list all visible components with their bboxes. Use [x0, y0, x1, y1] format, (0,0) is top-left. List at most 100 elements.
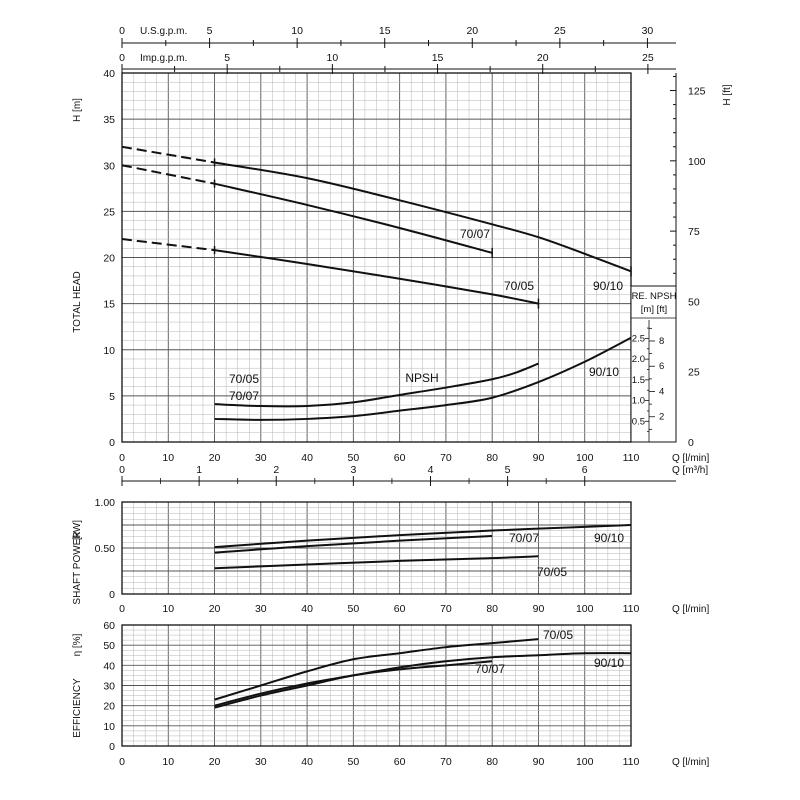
- m3h-tick-label: 5: [505, 464, 511, 476]
- x-tick-label: 40: [301, 452, 313, 464]
- head-curve-1: [214, 182, 493, 254]
- x-tick-label: 110: [623, 756, 640, 768]
- y-tick-label: 30: [103, 160, 115, 172]
- eff-label-90-10: 90/10: [594, 656, 624, 670]
- ft-tick-label: 125: [688, 86, 706, 98]
- usgpm-tick-label: 0: [119, 25, 125, 37]
- y-tick-label: 1.00: [95, 497, 116, 509]
- y-tick-label: 20: [103, 701, 115, 713]
- ft-tick-label: 50: [688, 296, 700, 308]
- series-label-70-07: 70/07: [460, 227, 490, 241]
- power-curve-1: [214, 535, 493, 554]
- y-tick-label: 10: [103, 721, 115, 733]
- y-tick-label: 0.50: [95, 543, 116, 555]
- npsh-scale-box: [630, 285, 677, 443]
- x-tick-label: 30: [255, 756, 267, 768]
- npsh-ft-label: 2: [659, 412, 664, 423]
- x-tick-label: 20: [209, 756, 221, 768]
- power-axis-title: SHAFT POWER: [72, 531, 83, 604]
- m3h-tick-label: 2: [273, 464, 279, 476]
- npsh-m-label: 1.5: [632, 375, 645, 386]
- npsh-m-label: 2.0: [632, 354, 645, 365]
- eff-axis-title: EFFICIENCY: [72, 678, 83, 738]
- head-curve-dashed-2: [121, 238, 215, 252]
- x-unit-label: Q [l/min]: [672, 453, 709, 464]
- usgpm-tick-label: 5: [207, 25, 213, 37]
- x-unit-label: Q [l/min]: [672, 604, 709, 615]
- ft-tick-label: 100: [688, 156, 706, 168]
- npsh-axis-units: [m] [ft]: [641, 304, 667, 315]
- power-curve-0: [214, 524, 632, 549]
- x-tick-label: 0: [119, 603, 125, 615]
- usgpm-tick-label: 10: [291, 25, 303, 37]
- eff-curve-1: [214, 652, 632, 707]
- m3h-tick-label: 4: [428, 464, 434, 476]
- m3h-tick-label: 6: [582, 464, 588, 476]
- x-tick-label: 70: [440, 452, 452, 464]
- y-tick-label: 50: [103, 640, 115, 652]
- y-unit-right: H [ft]: [722, 84, 733, 105]
- y-tick-label: 10: [103, 345, 115, 357]
- grid: [121, 72, 632, 443]
- impgpm-tick-label: 25: [642, 52, 654, 64]
- x-tick-label: 20: [209, 603, 221, 615]
- x-tick-label: 10: [162, 603, 174, 615]
- y-tick-label: 0: [109, 741, 115, 753]
- npsh-curve-0: [214, 362, 539, 408]
- npsh-label: NPSH: [405, 371, 438, 385]
- y-tick-label: 0: [109, 589, 115, 601]
- npsh-label-70-05: 70/05: [229, 372, 259, 386]
- impgpm-tick-label: 15: [432, 52, 444, 64]
- x-tick-label: 110: [623, 452, 640, 464]
- npsh-m-label: 2.5: [632, 333, 645, 344]
- m3h-tick-label: 3: [350, 464, 356, 476]
- grid: [121, 501, 632, 595]
- impgpm-label: Imp.g.p.m.: [140, 53, 187, 64]
- eff-curve-0: [214, 638, 539, 701]
- x-tick-label: 0: [119, 756, 125, 768]
- y-tick-label: 15: [103, 299, 115, 311]
- x-tick-label: 60: [394, 603, 406, 615]
- head-curve-dashed-0: [121, 145, 215, 164]
- y-tick-label: 25: [103, 206, 115, 218]
- x-tick-label: 50: [348, 452, 360, 464]
- ft-tick-label: 0: [688, 437, 694, 449]
- m3h-tick-label: 1: [196, 464, 202, 476]
- x-tick-label: 50: [348, 756, 360, 768]
- npsh-ft-label: 4: [659, 386, 664, 397]
- x-tick-label: 30: [255, 603, 267, 615]
- ft-tick-label: 75: [688, 226, 700, 238]
- m3h-unit-label: Q [m³/h]: [672, 465, 708, 476]
- power-unit-label: [kW]: [72, 520, 83, 540]
- x-tick-label: 40: [301, 603, 313, 615]
- eff-label-70-07: 70/07: [475, 662, 505, 676]
- y-tick-label: 20: [103, 253, 115, 265]
- x-tick-label: 80: [486, 756, 498, 768]
- x-tick-label: 100: [576, 452, 594, 464]
- y-tick-label: 30: [103, 681, 115, 693]
- usgpm-label: U.S.g.p.m.: [140, 26, 187, 37]
- series-label-70-05: 70/05: [504, 279, 534, 293]
- npsh-label-70-07: 70/07: [229, 389, 259, 403]
- y-tick-label: 60: [103, 620, 115, 632]
- x-tick-label: 70: [440, 603, 452, 615]
- x-tick-label: 100: [576, 756, 594, 768]
- head-curve-0: [214, 161, 632, 273]
- eff-unit-label: η [%]: [72, 633, 83, 656]
- x-tick-label: 110: [623, 603, 640, 615]
- npsh-m-label: 0.5: [632, 416, 645, 427]
- x-tick-label: 30: [255, 452, 267, 464]
- x-tick-label: 10: [162, 452, 174, 464]
- x-tick-label: 80: [486, 603, 498, 615]
- eff-label-70-05: 70/05: [543, 628, 573, 642]
- head-curve-dashed-1: [121, 164, 215, 185]
- usgpm-tick-label: 20: [466, 25, 478, 37]
- head-curve-2: [214, 249, 539, 305]
- y-axis-title: TOTAL HEAD: [72, 271, 83, 333]
- usgpm-tick-label: 15: [379, 25, 391, 37]
- plot-frame: [121, 501, 632, 595]
- npsh-axis-title: RE. NPSH: [632, 291, 677, 302]
- y-tick-label: 35: [103, 114, 115, 126]
- power-label-90-10: 90/10: [594, 531, 624, 545]
